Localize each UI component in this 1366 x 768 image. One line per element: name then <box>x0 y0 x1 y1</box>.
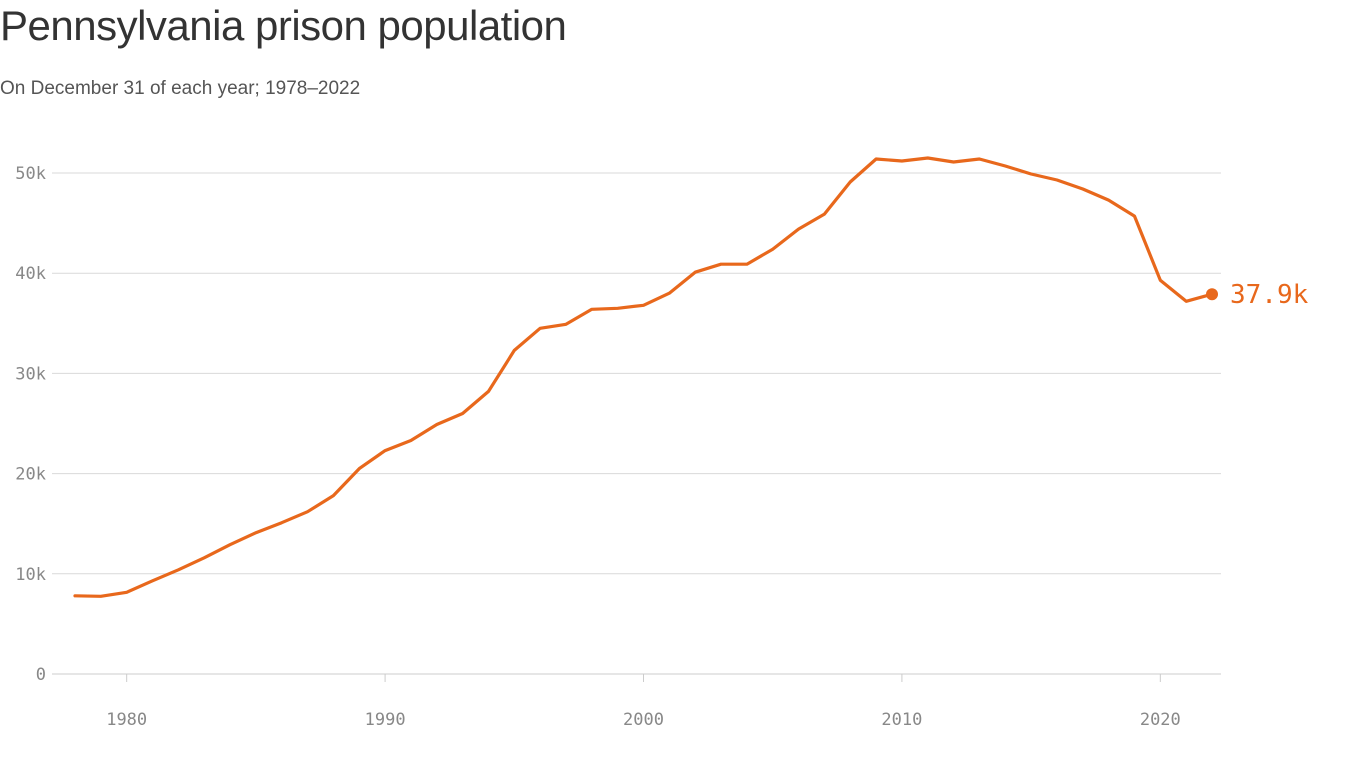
end-value-label: 37.9k <box>1230 280 1309 310</box>
series-line <box>73 156 1214 598</box>
plot-area: 37.9k <box>73 156 1309 598</box>
x-tick-label: 1990 <box>365 710 406 730</box>
y-tick-label: 50k <box>15 164 46 184</box>
end-point-marker <box>1206 288 1218 301</box>
x-tick-label: 2000 <box>623 710 664 730</box>
chart-title: Pennsylvania prison population <box>0 2 567 49</box>
y-tick-label: 0 <box>36 665 46 685</box>
x-tick-label: 2010 <box>881 710 922 730</box>
y-tick-label: 10k <box>15 565 46 585</box>
gridlines <box>52 172 1221 675</box>
y-tick-label: 20k <box>15 465 46 485</box>
chart-subtitle: On December 31 of each year; 1978–2022 <box>0 78 361 99</box>
y-tick-label: 40k <box>15 264 46 284</box>
x-tick-label: 1980 <box>106 710 147 730</box>
y-tick-label: 30k <box>15 364 46 384</box>
x-axis: 1980 1990 2000 2010 2020 <box>106 674 1181 730</box>
y-axis-ticks: 0 10k 20k 30k 40k 50k <box>15 164 46 685</box>
x-tick-label: 2020 <box>1140 710 1181 730</box>
